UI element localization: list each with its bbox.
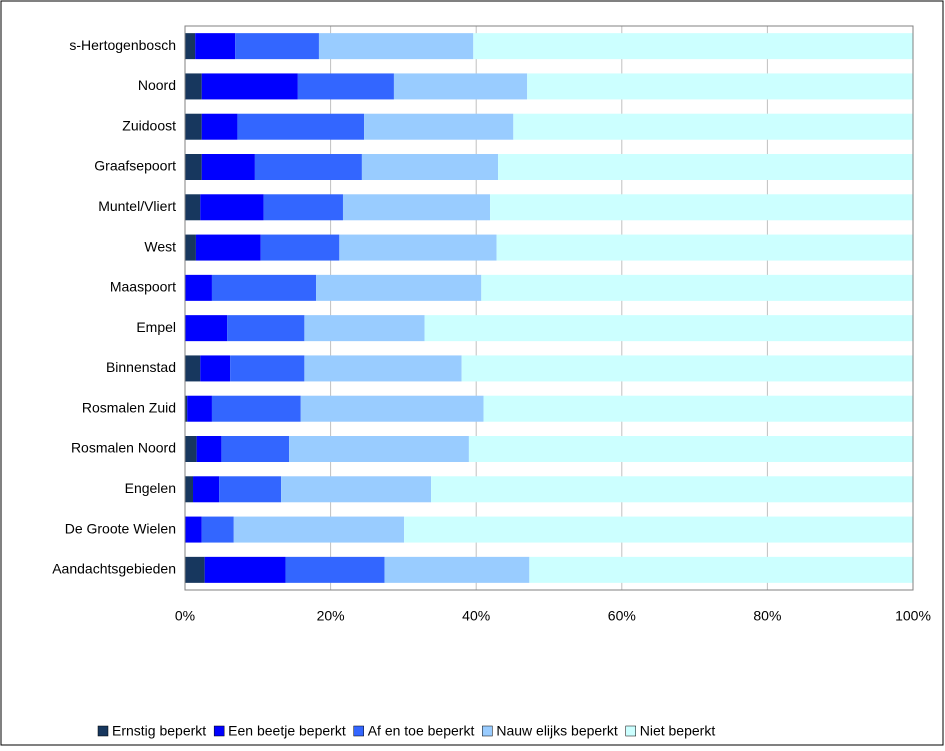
bar-segment: [424, 315, 913, 342]
bar-segment: [187, 395, 212, 422]
bar-segment: [468, 436, 913, 462]
bar-segment: [195, 234, 261, 261]
bar-segment: [339, 234, 497, 261]
bar-segment: [318, 33, 474, 60]
x-tick-label: 0%: [175, 608, 195, 624]
bar-segment: [204, 556, 286, 583]
y-tick-label: De Groote Wielen: [65, 520, 176, 536]
bar-segment: [211, 274, 317, 301]
bar-segment: [185, 154, 202, 180]
legend-label: Nauw elijks beperkt: [496, 723, 617, 739]
x-tick-label: 60%: [608, 608, 636, 624]
bar-segment: [185, 274, 212, 301]
bar-segment: [185, 476, 194, 503]
bar-segment: [185, 556, 205, 583]
bar-segment: [260, 234, 340, 261]
bar-segment: [483, 395, 913, 422]
bar-segment: [481, 274, 913, 301]
bar-segment: [185, 73, 202, 100]
bar-segment: [281, 476, 432, 503]
bar-segment: [193, 476, 220, 503]
bar-segment: [219, 476, 282, 503]
y-tick-label: West: [144, 238, 176, 254]
bar-segment: [300, 395, 484, 422]
bar-segment: [490, 194, 913, 221]
legend-swatch: [97, 725, 109, 737]
bar-segment: [185, 436, 197, 462]
bar-segment: [233, 516, 405, 543]
legend-label: Niet beperkt: [640, 723, 716, 739]
bar-segment: [364, 113, 514, 140]
bar-segment: [230, 355, 305, 382]
y-tick-label: Empel: [136, 319, 176, 335]
legend-swatch: [353, 725, 364, 737]
legend-label: Af en toe beperkt: [368, 723, 475, 739]
y-tick-label: Binnenstad: [106, 359, 176, 375]
bar-segment: [185, 516, 202, 543]
bar-segment: [297, 73, 394, 100]
bar-segment: [201, 154, 255, 180]
bar-segment: [527, 73, 913, 100]
x-tick-label: 40%: [462, 608, 490, 624]
x-tick-label: 20%: [317, 608, 345, 624]
bar-segment: [185, 194, 201, 221]
bar-segment: [221, 436, 290, 462]
y-tick-label: Muntel/Vliert: [98, 198, 176, 214]
bar-segment: [361, 154, 499, 180]
bar-segment: [196, 436, 222, 462]
bar-segment: [473, 33, 913, 60]
y-tick-label: Aandachtsgebieden: [52, 561, 176, 577]
bar-segment: [201, 73, 298, 100]
bar-segment: [285, 556, 385, 583]
bar-segment: [211, 395, 301, 422]
bar-segment: [201, 516, 234, 543]
bar-segment: [185, 33, 196, 60]
bar-segment: [304, 315, 425, 342]
bar-segment: [461, 355, 913, 382]
y-tick-label: Rosmalen Noord: [71, 440, 176, 456]
x-tick-label: 80%: [753, 608, 781, 624]
bar-segment: [200, 194, 264, 221]
bar-segment: [185, 315, 228, 342]
bar-segment: [393, 73, 528, 100]
bar-segment: [185, 113, 202, 140]
bar-segment: [404, 516, 913, 543]
bar-segment: [235, 33, 319, 60]
y-tick-label: Zuidoost: [122, 117, 176, 133]
bar-segment: [498, 154, 913, 180]
bar-segment: [529, 556, 913, 583]
y-tick-label: Maaspoort: [110, 279, 176, 295]
bar-segment: [200, 355, 231, 382]
legend-swatch: [482, 725, 493, 737]
bar-segment: [185, 234, 196, 261]
bar-segment: [316, 274, 482, 301]
bar-segment: [254, 154, 362, 180]
bar-segment: [304, 355, 462, 382]
y-tick-label: s-Hertogenbosch: [69, 37, 176, 53]
legend-label: Een beetje beperkt: [228, 723, 346, 739]
legend-swatch: [625, 725, 636, 737]
plot-frame: [184, 25, 914, 591]
bar-segment: [185, 355, 201, 382]
y-tick-label: Noord: [138, 77, 176, 93]
bar-segment: [195, 33, 236, 60]
bar-segment: [342, 194, 491, 221]
bar-segment: [431, 476, 913, 503]
x-tick-label: 100%: [895, 608, 931, 624]
bar-segment: [384, 556, 530, 583]
bar-segment: [496, 234, 913, 261]
legend-swatch: [213, 725, 225, 737]
bar-segment: [237, 113, 365, 140]
y-tick-label: Graafsepoort: [94, 158, 176, 174]
bar-segment: [289, 436, 469, 462]
bar-segment: [513, 113, 913, 140]
bar-segment: [185, 395, 188, 422]
y-tick-label: Rosmalen Zuid: [82, 399, 176, 415]
y-tick-label: Engelen: [125, 480, 176, 496]
legend-label: Ernstig beperkt: [112, 723, 206, 739]
bar-segment: [201, 113, 238, 140]
bar-segment: [263, 194, 343, 221]
bar-segment: [227, 315, 305, 342]
